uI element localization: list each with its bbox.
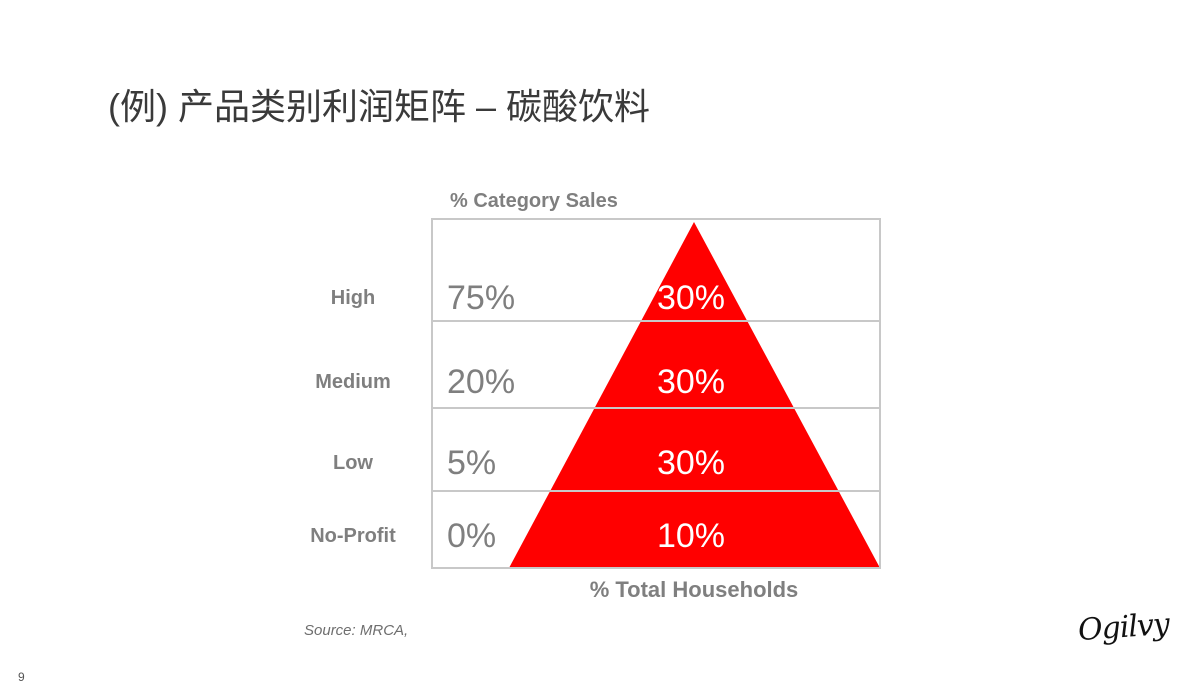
households-value: 30% xyxy=(657,279,725,317)
households-value: 30% xyxy=(657,363,725,401)
category-sales-value: 0% xyxy=(447,517,496,555)
ogilvy-logo: Ogilvy xyxy=(1076,606,1171,649)
x-axis-title: % Total Households xyxy=(590,577,799,602)
households-value: 30% xyxy=(657,444,725,482)
category-sales-value: 75% xyxy=(447,279,515,317)
row-label: High xyxy=(331,287,375,309)
row-label: Low xyxy=(333,452,373,474)
pyramid xyxy=(509,222,880,568)
page-title: (例) 产品类别利润矩阵 – 碳酸饮料 xyxy=(108,86,651,127)
page-number: 9 xyxy=(18,670,25,684)
row-label: No-Profit xyxy=(310,525,396,547)
source-note: Source: MRCA, xyxy=(304,622,409,639)
matrix-frame xyxy=(431,218,881,569)
category-sales-value: 5% xyxy=(447,444,496,482)
row-label: Medium xyxy=(315,371,391,393)
category-sales-value: 20% xyxy=(447,363,515,401)
households-value: 10% xyxy=(657,517,725,555)
y-axis-title: % Category Sales xyxy=(450,190,618,212)
